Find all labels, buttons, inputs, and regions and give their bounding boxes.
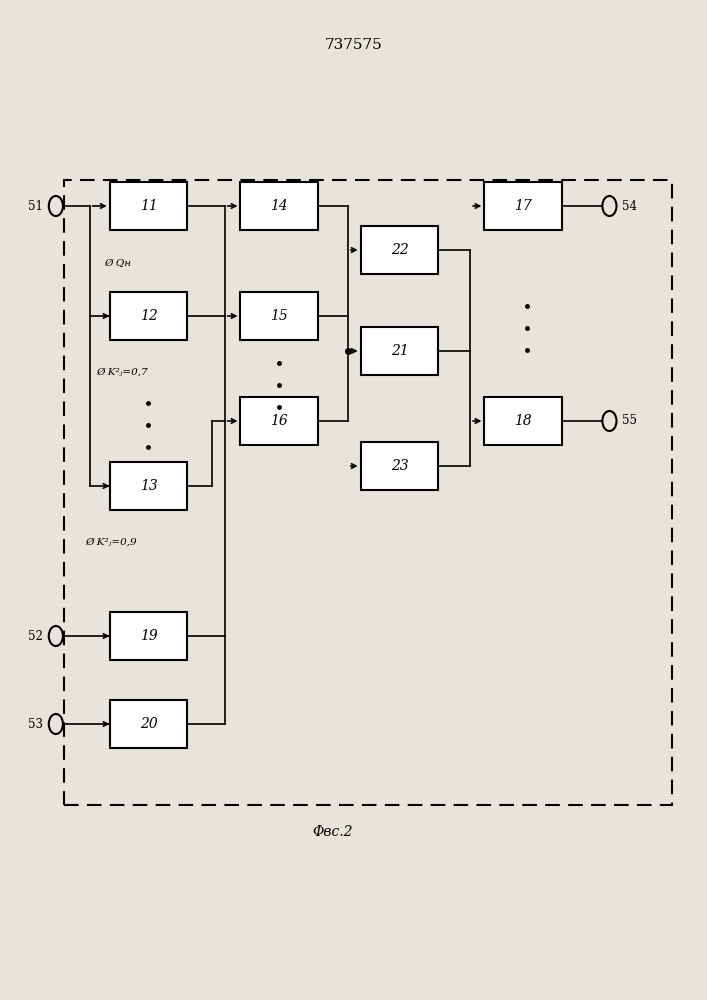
- Bar: [110, 462, 187, 510]
- Text: 17: 17: [514, 199, 532, 213]
- Text: 13: 13: [139, 479, 158, 493]
- Text: 18: 18: [514, 414, 532, 428]
- Bar: [110, 612, 187, 660]
- Bar: [484, 397, 562, 445]
- Text: 55: 55: [622, 414, 637, 428]
- Bar: [240, 397, 318, 445]
- Bar: [361, 226, 438, 274]
- Text: 23: 23: [390, 459, 409, 473]
- Text: 53: 53: [28, 718, 43, 730]
- Text: Ø Qн: Ø Qн: [105, 259, 132, 268]
- Bar: [361, 442, 438, 490]
- Text: 11: 11: [139, 199, 158, 213]
- Bar: [240, 182, 318, 230]
- Bar: [361, 327, 438, 375]
- Text: Ø K²ⱼ=0,7: Ø K²ⱼ=0,7: [96, 367, 148, 376]
- Bar: [484, 182, 562, 230]
- Bar: [110, 292, 187, 340]
- Text: Ø K²ⱼ=0,9: Ø K²ⱼ=0,9: [85, 538, 136, 546]
- Bar: [110, 182, 187, 230]
- Text: 51: 51: [28, 200, 43, 213]
- Text: 737575: 737575: [325, 38, 382, 52]
- Text: 21: 21: [390, 344, 409, 358]
- Bar: [64, 180, 672, 805]
- Text: Φвс.2: Φвс.2: [312, 825, 353, 839]
- Bar: [240, 292, 318, 340]
- Bar: [110, 700, 187, 748]
- Text: 54: 54: [622, 200, 637, 213]
- Text: 19: 19: [139, 629, 158, 643]
- Text: 14: 14: [270, 199, 288, 213]
- Text: 22: 22: [390, 243, 409, 257]
- Text: 15: 15: [270, 309, 288, 323]
- Text: 20: 20: [139, 717, 158, 731]
- Text: 16: 16: [270, 414, 288, 428]
- Text: 52: 52: [28, 630, 43, 643]
- Text: 12: 12: [139, 309, 158, 323]
